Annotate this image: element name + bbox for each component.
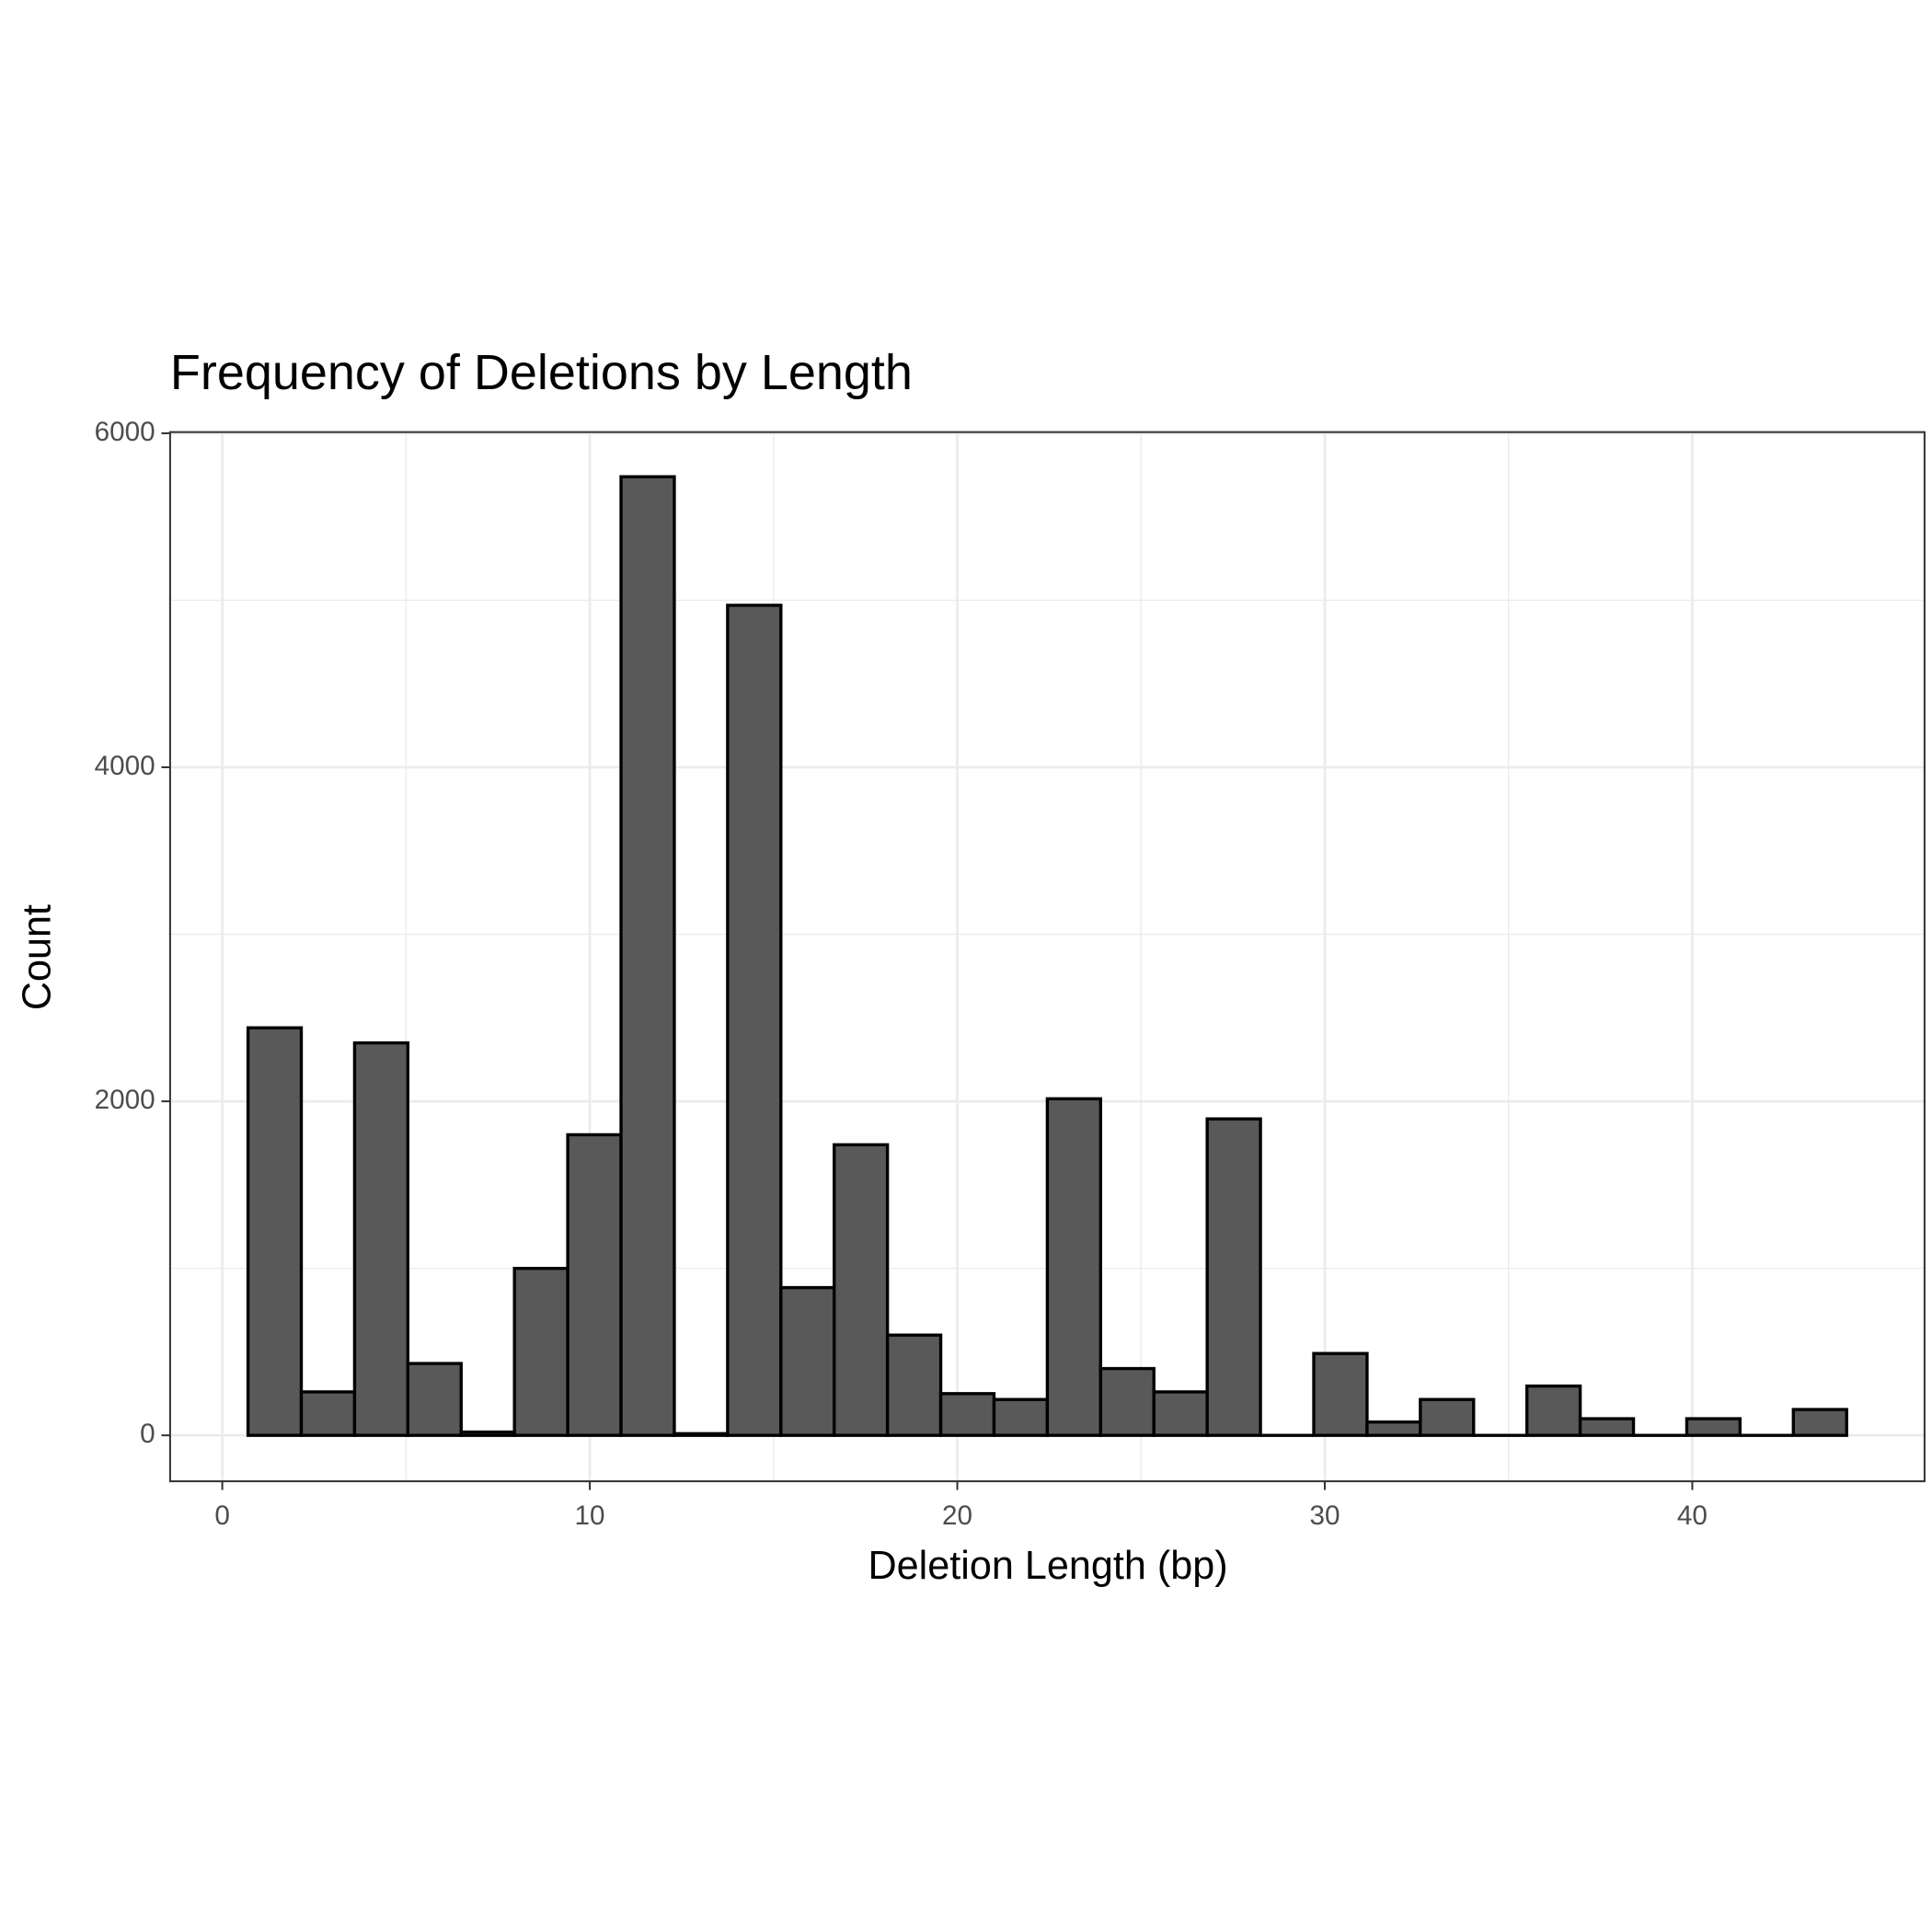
bar [1365,1420,1422,1437]
bar [1419,1397,1476,1437]
bar [885,1333,943,1437]
bar [1312,1351,1369,1437]
y-tick-label: 4000 [95,751,155,781]
bar [512,1266,569,1437]
x-axis-label: Deletion Length (bp) [868,1544,1227,1588]
panel-border [168,431,1926,1483]
x-tick-label: 30 [1309,1501,1340,1531]
chart-title: Frequency of Deletions by Length [170,345,913,400]
x-tick-label: 10 [575,1501,605,1531]
bar [1791,1408,1848,1437]
bar [459,1430,516,1437]
bar [1205,1117,1262,1437]
bar [833,1143,890,1437]
bar [992,1397,1050,1437]
bar [779,1285,836,1437]
bar [352,1041,410,1437]
bar [938,1392,996,1437]
x-tick-label: 0 [214,1501,230,1531]
axes: 0 10 20 30 40 0 2000 4000 6000 [95,417,1708,1531]
x-tick-label: 40 [1677,1501,1708,1531]
bar [246,1026,304,1437]
y-tick-label: 6000 [95,417,155,447]
bar [1098,1366,1156,1437]
bar [619,475,676,1437]
bar [566,1133,623,1437]
y-axis-label: Count [16,904,60,1010]
y-tick-label: 2000 [95,1085,155,1115]
bar [406,1362,463,1437]
x-tick-label: 20 [942,1501,972,1531]
bar [1685,1417,1742,1437]
bars [246,475,1848,1437]
bar [1578,1417,1636,1437]
bar [1525,1384,1582,1437]
bar [299,1390,357,1437]
bar [1152,1390,1209,1437]
bar [673,1432,730,1437]
y-tick-label: 0 [140,1419,155,1449]
bar [726,604,783,1437]
bar [1045,1097,1103,1437]
